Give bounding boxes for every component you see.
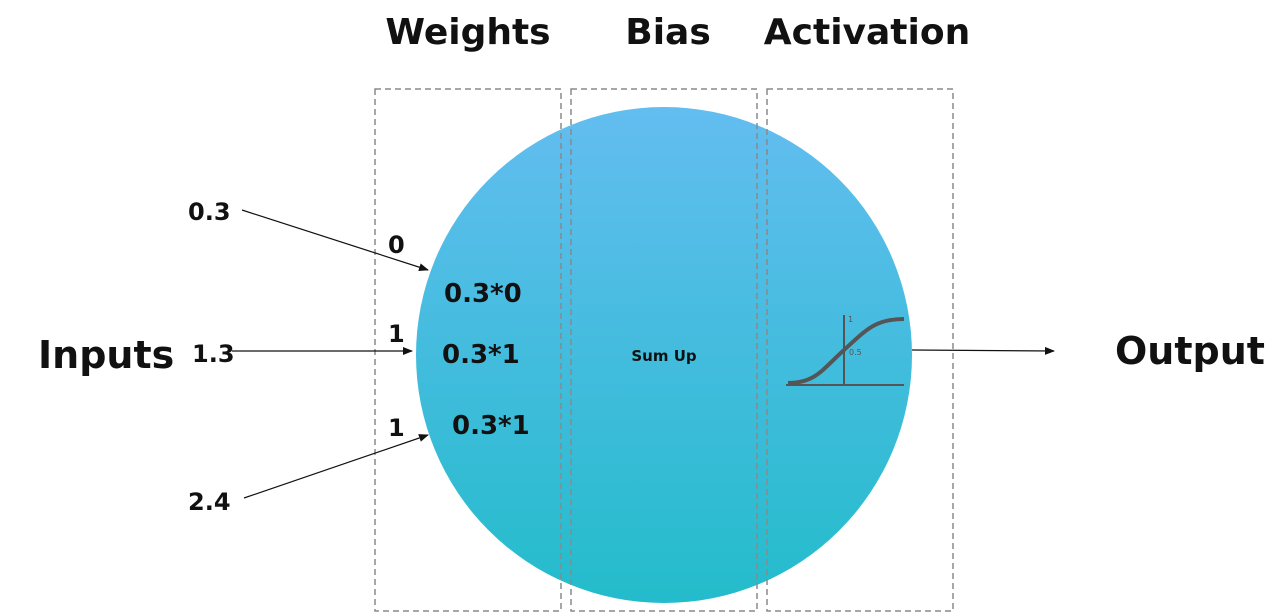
activation-header: Activation: [764, 12, 970, 53]
weight-value-3: 1: [388, 414, 405, 442]
weight-value-2: 1: [388, 320, 405, 348]
input-value-1: 0.3: [188, 198, 231, 226]
sigmoid-curve: [787, 317, 905, 385]
input-arrow-3: [243, 434, 429, 499]
bias-header: Bias: [625, 12, 711, 53]
weights-section-box: [374, 88, 562, 612]
bias-section-box: [570, 88, 758, 612]
input-value-3: 2.4: [188, 488, 231, 516]
input-value-2: 1.3: [192, 340, 235, 368]
neuron-circle: [416, 107, 912, 603]
weighted-input-1: 0.3*0: [444, 279, 522, 309]
sigmoid-tick-top: 1: [848, 315, 853, 324]
output-label: Output: [1115, 329, 1265, 373]
activation-section-box: [766, 88, 954, 612]
sigmoid-tick-mid: 0.5: [849, 348, 862, 357]
sigmoid-graph: 1 0.5: [786, 315, 905, 386]
weighted-input-3: 0.3*1: [452, 411, 530, 441]
weighted-input-2: 0.3*1: [442, 340, 520, 370]
inputs-label: Inputs: [38, 333, 174, 377]
input-arrow-1: [241, 209, 429, 272]
weight-value-1: 0: [388, 231, 405, 259]
weights-header: Weights: [385, 12, 550, 53]
output-arrow: [911, 346, 1055, 355]
sum-up-label: Sum Up: [631, 347, 697, 365]
